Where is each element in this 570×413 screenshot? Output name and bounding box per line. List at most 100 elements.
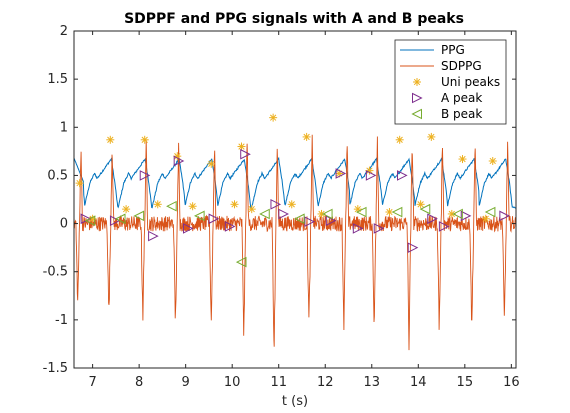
uni-peak-point [458,155,467,164]
legend-swatch [411,108,422,120]
uni-peak-point [247,205,256,214]
legend-label: PPG [441,43,465,57]
x-tick-label: 14 [410,375,427,390]
a-peak-point [148,230,159,242]
y-tick-label: -1 [55,313,68,328]
a-peak-point [278,208,289,220]
uni-peak-point [230,200,239,209]
legend-item-ppg: PPG [400,43,465,57]
b-peak-point [235,256,247,268]
uni-peak-point [481,214,490,223]
a-peak-point [304,216,316,227]
a-peak-point [365,170,377,181]
a-peak-point [427,213,438,225]
uni-peak-point [122,205,131,214]
legend-item-a_peak: A peak [412,91,482,105]
legend-label: SDPPG [441,59,482,73]
a-peak-point [499,210,510,222]
x-tick-label: 8 [135,375,143,390]
tick-layer: 7 8 9 10 11 12 13 14 15 16 -1.5 -1 -0.5 0 0.5 1 1.5 2 [43,24,520,390]
a-peak-point [109,215,121,226]
x-tick-label: 15 [457,375,474,390]
uni-peak-point [269,113,278,122]
a-peak-point [270,199,282,210]
axes-box [73,30,517,369]
y-tick-label: 0.5 [47,168,68,183]
legend-item-b_peak: B peak [411,107,482,121]
uni-peak-point [188,202,197,211]
b-peak-point [114,213,126,225]
a-peak-point [208,213,220,225]
legend-label: Uni peaks [441,75,500,89]
x-tick-label: 11 [270,375,287,390]
uni-peak-point [75,179,84,188]
legend-swatch [412,92,423,104]
uni-peak-point [416,200,425,209]
a-peak-point [182,223,194,234]
b-peak-point [452,208,463,220]
legend-label: A peak [441,91,482,105]
uni-peak-point [207,159,216,168]
b-peak-point [391,206,403,218]
chart-title: SDPPF and PPG signals with A and B peaks [124,11,464,27]
marker-layer [75,113,510,268]
b-peak-point [166,200,177,212]
uni-peak-point [385,208,394,217]
a-peak-point [397,170,408,181]
legend: PPG SDPPG Uni peaks A peak B peak [394,39,507,125]
b-peak-point [294,213,305,225]
uni-peak-point [287,200,296,209]
uni-peak-point [237,142,246,151]
y-tick-label: 2 [60,24,68,39]
legend-swatch [413,78,421,86]
a-peak-point [352,223,364,234]
uni-peak-point [140,135,149,144]
uni-peak-point [488,156,497,165]
a-peak-point [407,242,419,253]
x-tick-label: 12 [317,375,334,390]
uni-peak-point [106,135,115,144]
x-tick-label: 16 [503,375,520,390]
x-tick-label: 13 [363,375,380,390]
uni-peak-point [365,166,374,175]
b-peak-point [84,215,96,226]
uni-peak-point [302,132,311,141]
legend-item-uni_peaks: Uni peaks [413,75,500,89]
x-tick-label: 10 [224,375,241,390]
x-tick-label: 9 [182,375,190,390]
b-peak-point [419,203,431,215]
a-peak-point [240,148,251,160]
a-peak-point [173,155,185,167]
legend-items: PPG SDPPG Uni peaks A peak B peak [400,43,500,121]
y-tick-label: -1.5 [43,361,68,376]
sdppg-line [73,134,517,351]
y-tick-label: 1 [60,120,68,135]
a-peak-point [460,210,472,222]
sdppg-series [73,134,517,351]
x-axis-label: t (s) [282,394,308,409]
a-peak-point [139,170,151,181]
b-peak-point [259,208,270,220]
a-peak-point [438,221,450,232]
a-peak-point [224,221,236,232]
a-peak-point [325,215,337,226]
y-tick-label: -0.5 [43,265,68,280]
y-tick-label: 1.5 [47,72,68,87]
a-peak-point [335,168,347,179]
a-peak-point [373,223,385,234]
legend-item-sdppg: SDPPG [400,59,482,73]
uni-peak-point [317,209,326,218]
x-tick-label: 7 [88,375,96,390]
b-peak-point [321,208,333,220]
uni-peak-point [447,209,456,218]
y-tick-label: 0 [60,217,68,232]
uni-peak-point [153,200,162,209]
uni-peak-point [427,132,436,141]
b-peak-point [194,210,205,222]
b-peak-point [484,206,496,218]
b-peak-point [355,206,367,218]
uni-peak-point [395,135,404,144]
b-peak-point [133,210,145,222]
legend-label: B peak [441,107,482,121]
